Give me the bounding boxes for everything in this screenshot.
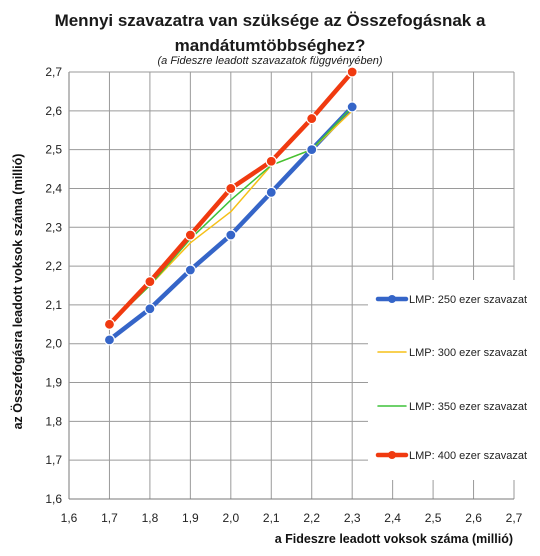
data-point-series-1 <box>103 334 116 346</box>
series-lines <box>103 66 358 346</box>
x-tick-label: 1,8 <box>142 511 159 525</box>
x-tick-label: 2,1 <box>263 511 280 525</box>
y-tick-label: 2,6 <box>45 104 62 118</box>
y-tick-label: 2,4 <box>45 181 62 195</box>
y-tick-label: 1,6 <box>45 492 62 506</box>
legend: LMP: 250 ezer szavazat LMP: 300 ezer szav… <box>368 280 538 480</box>
x-axis-ticks: 1,6 1,7 1,8 1,9 2,0 2,1 2,2 2,3 2,4 2,5 2,6 2,7 <box>61 511 523 525</box>
legend-label: LMP: 300 ezer szavazat <box>409 347 527 359</box>
data-point-series-4 <box>103 318 116 330</box>
x-tick-label: 2,0 <box>222 511 239 525</box>
y-tick-label: 1,8 <box>45 414 62 428</box>
y-tick-label: 2,1 <box>45 298 62 312</box>
y-tick-label: 1,7 <box>45 453 62 467</box>
y-tick-label: 2,7 <box>45 65 62 79</box>
data-point-series-4 <box>265 155 277 167</box>
y-tick-label: 1,9 <box>45 376 62 390</box>
y-tick-label: 2,2 <box>45 259 62 273</box>
data-point-series-1 <box>265 186 277 198</box>
x-tick-label: 2,2 <box>303 511 320 525</box>
data-point-series-4 <box>346 66 358 78</box>
chart-title-line-2: mandátumtöbbséghez? <box>174 36 366 55</box>
data-point-series-4 <box>144 276 156 288</box>
legend-box <box>368 280 538 480</box>
x-tick-label: 2,7 <box>506 511 523 525</box>
chart-title-line-1: Mennyi szavazatra van szüksége az Összef… <box>54 11 486 30</box>
chart-subtitle: (a Fideszre leadott szavazatok függvényé… <box>157 55 383 67</box>
legend-label: LMP: 400 ezer szavazat <box>409 450 527 462</box>
legend-marker <box>388 451 396 459</box>
data-point-series-1 <box>184 264 196 276</box>
legend-label: LMP: 250 ezer szavazat <box>409 294 527 306</box>
legend-label: LMP: 350 ezer szavazat <box>409 401 527 413</box>
x-tick-label: 2,5 <box>425 511 442 525</box>
data-point-series-1 <box>306 144 318 156</box>
data-point-series-1 <box>225 229 237 241</box>
legend-marker <box>388 295 396 303</box>
y-tick-label: 2,5 <box>45 143 62 157</box>
chart-title: Mennyi szavazatra van szüksége az Összef… <box>0 8 540 58</box>
data-point-series-4 <box>225 182 237 195</box>
data-point-series-4 <box>184 229 196 241</box>
x-tick-label: 1,7 <box>101 511 118 525</box>
x-tick-label: 2,4 <box>384 511 401 525</box>
x-axis-label: a Fideszre leadott voksok száma (millió) <box>275 532 513 546</box>
x-tick-label: 1,9 <box>182 511 199 525</box>
data-point-series-4 <box>306 112 318 125</box>
y-tick-label: 2,3 <box>45 220 62 234</box>
y-axis-ticks: 1,6 1,7 1,8 1,9 2,0 2,1 2,2 2,3 2,4 2,5 2,6 2,7 <box>45 65 62 506</box>
y-tick-label: 2,0 <box>45 337 62 351</box>
x-tick-label: 1,6 <box>61 511 78 525</box>
data-point-series-1 <box>144 303 156 315</box>
x-tick-label: 2,6 <box>465 511 482 525</box>
y-axis-label: az Összefogásra leadott voksok száma (mi… <box>10 154 25 430</box>
data-point-series-1 <box>346 101 358 113</box>
x-tick-label: 2,3 <box>344 511 361 525</box>
